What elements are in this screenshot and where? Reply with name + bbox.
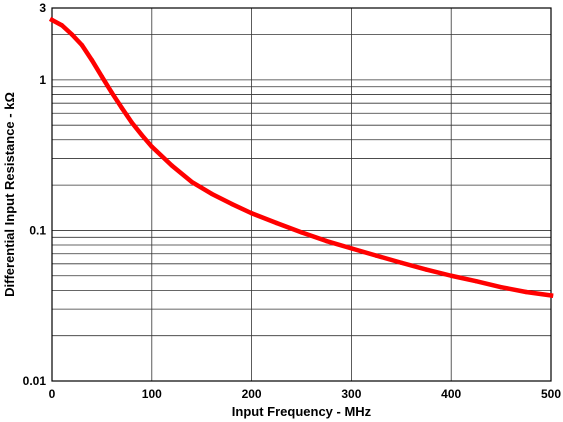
data-point [79, 42, 85, 48]
data-point [69, 32, 75, 37]
data-point [209, 191, 214, 197]
data-point [548, 293, 554, 298]
data-point [473, 279, 479, 284]
data-point [523, 289, 529, 295]
x-tick-label: 500 [541, 387, 561, 401]
y-tick-label: 0.1 [29, 223, 46, 237]
y-axis-label: Differential Input Resistance - kΩ [2, 92, 17, 297]
x-tick-label: 400 [441, 387, 461, 401]
data-point [139, 132, 145, 138]
plot-area [51, 7, 552, 382]
x-tick-label: 200 [242, 387, 262, 401]
data-point [119, 105, 125, 111]
data-point [169, 163, 174, 168]
data-point [299, 230, 304, 235]
data-point [129, 120, 135, 125]
x-axis-label: Input Frequency - MHz [232, 404, 372, 419]
data-point [89, 58, 95, 63]
data-point [99, 74, 105, 79]
data-point [149, 144, 154, 149]
data-point [498, 284, 504, 290]
data-point [109, 90, 115, 96]
data-point [229, 201, 234, 207]
y-tick-label: 3 [39, 1, 46, 15]
data-point [399, 260, 404, 265]
data-point [49, 17, 55, 23]
y-tick-label: 0.01 [23, 374, 47, 388]
data-point [424, 267, 429, 272]
x-tick-label: 0 [49, 387, 56, 401]
x-tick-label: 100 [142, 387, 162, 401]
x-tick-label: 300 [341, 387, 361, 401]
data-series-line [48, 16, 554, 298]
y-tick-label: 1 [39, 73, 46, 87]
series-layer [48, 16, 554, 298]
data-point [324, 238, 329, 244]
y-tick-labels: 0.01 0.1 1 3 [23, 1, 47, 388]
data-point [249, 211, 254, 216]
data-point [189, 179, 194, 185]
x-tick-labels: 0 100 200 300 400 500 [49, 387, 562, 401]
data-point [59, 23, 65, 28]
data-point [374, 253, 379, 258]
data-point [349, 246, 354, 251]
data-point [274, 220, 279, 226]
data-point [449, 273, 454, 278]
